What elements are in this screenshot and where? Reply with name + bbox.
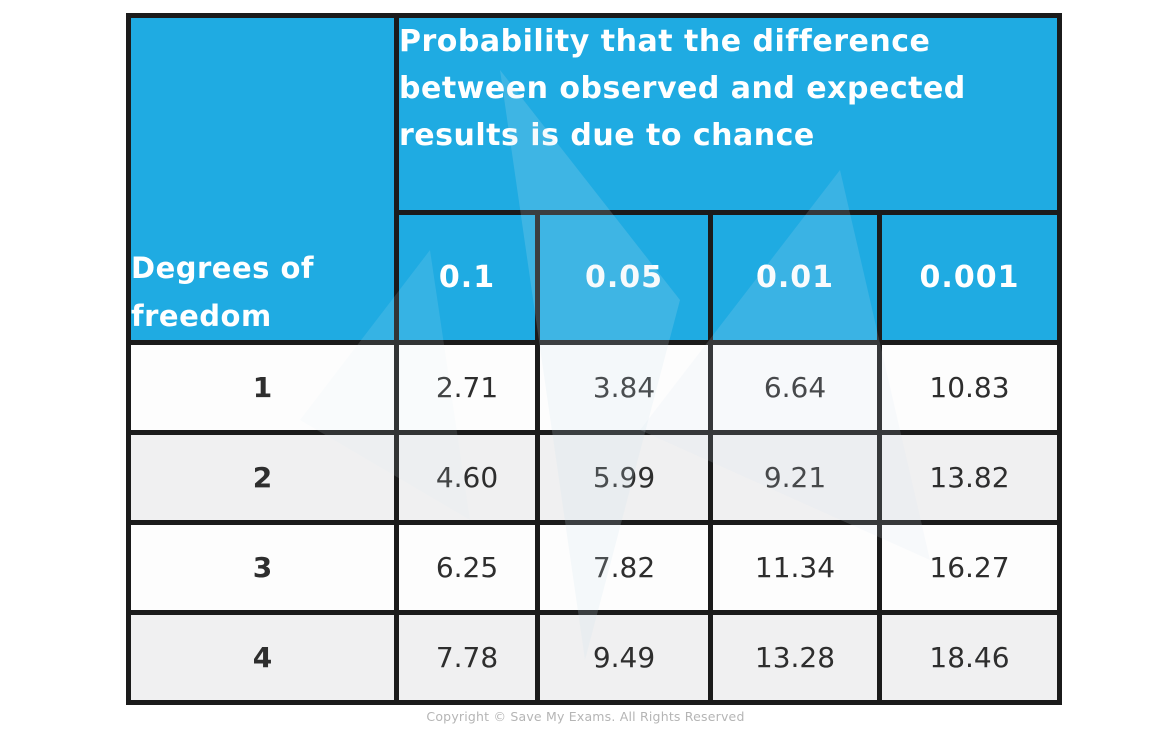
column-header-0.1: 0.1 — [394, 210, 540, 345]
column-header-0.01: 0.01 — [708, 210, 882, 345]
column-header-0.001: 0.001 — [877, 210, 1062, 345]
probability-title-header: Probability that the difference between … — [394, 13, 1062, 215]
header-row-significance-levels: 0.1 0.05 0.01 0.001 — [129, 210, 1062, 345]
column-header-0.05: 0.05 — [535, 210, 713, 345]
table-row-df-1: 1 2.71 3.84 6.64 10.83 — [126, 340, 1062, 435]
header-row-title: Degrees of freedom Probability that the … — [126, 13, 1062, 345]
df-value: 2 — [126, 430, 399, 525]
cell-value: 7.78 — [394, 610, 540, 705]
cell-value: 4.60 — [394, 430, 540, 525]
table-row-df-3: 3 6.25 7.82 11.34 16.27 — [126, 520, 1062, 615]
cell-value: 6.64 — [708, 340, 882, 435]
chi-squared-table-container: Degrees of freedom Probability that the … — [126, 13, 1062, 705]
cell-value: 10.83 — [877, 340, 1062, 435]
cell-value: 5.99 — [535, 430, 713, 525]
cell-value: 13.82 — [877, 430, 1062, 525]
cell-value: 2.71 — [394, 340, 540, 435]
cell-value: 11.34 — [708, 520, 882, 615]
cell-value: 3.84 — [535, 340, 713, 435]
cell-value: 6.25 — [394, 520, 540, 615]
cell-value: 7.82 — [535, 520, 713, 615]
table-row-df-4: 4 7.78 9.49 13.28 18.46 — [126, 610, 1062, 705]
table-row-df-2: 2 4.60 5.99 9.21 13.82 — [126, 430, 1062, 525]
cell-value: 18.46 — [877, 610, 1062, 705]
copyright-notice: Copyright © Save My Exams. All Rights Re… — [426, 709, 745, 724]
df-value: 1 — [126, 340, 399, 435]
degrees-of-freedom-header: Degrees of freedom — [126, 13, 399, 345]
cell-value: 9.49 — [535, 610, 713, 705]
df-value: 4 — [126, 610, 399, 705]
chi-squared-critical-values-table: Degrees of freedom Probability that the … — [126, 13, 1062, 705]
cell-value: 9.21 — [708, 430, 882, 525]
cell-value: 16.27 — [877, 520, 1062, 615]
cell-value: 13.28 — [708, 610, 882, 705]
df-value: 3 — [126, 520, 399, 615]
